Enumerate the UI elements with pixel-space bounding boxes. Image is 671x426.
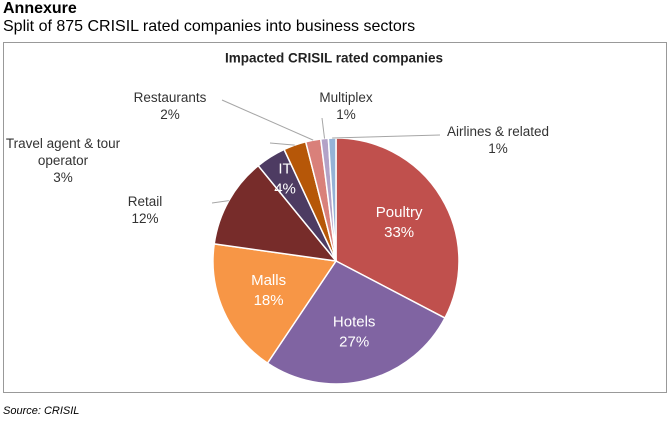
chart-frame	[3, 42, 667, 393]
leader-line	[332, 134, 441, 139]
value-label: 4%	[274, 181, 296, 198]
pie-slice	[212, 242, 338, 365]
value-label: 18%	[254, 292, 284, 309]
value-label: 33%	[384, 224, 414, 241]
value-label: 12%	[131, 211, 159, 226]
subheading: Split of 875 CRISIL rated companies into…	[3, 18, 416, 35]
outside-label: Travel agent & tour operator 3%	[3, 135, 123, 186]
slice-label: Hotels	[333, 313, 376, 330]
leader-line	[321, 117, 326, 139]
value-label: 2%	[160, 107, 180, 122]
slice-label: Travel agent & tour operator	[5, 136, 121, 168]
leader-line	[211, 200, 229, 204]
value-label: 1%	[336, 107, 356, 122]
value-label: 3%	[53, 170, 73, 185]
source: Source: CRISIL	[3, 405, 80, 417]
chart-title: Impacted CRISIL rated companies	[225, 51, 443, 66]
heading: Annexure	[3, 0, 77, 17]
value-label: 1%	[488, 141, 508, 156]
slice-label: Restaurants	[133, 90, 207, 105]
slice-label: Poultry	[376, 204, 423, 221]
slice-label: Airlines & related	[446, 124, 550, 139]
slice-label: Retail	[127, 194, 163, 209]
outside-label: Multiplex 1%	[286, 89, 406, 123]
outside-label: Retail 12%	[85, 193, 205, 227]
value-label: 27%	[339, 333, 369, 350]
leader-line	[221, 99, 314, 141]
slice-label: IT	[278, 161, 291, 178]
slice-label: Multiplex	[319, 90, 373, 105]
pie-slice	[335, 137, 460, 320]
pie-slice	[266, 260, 446, 385]
slice-label: Malls	[251, 272, 286, 289]
leader-line	[269, 142, 295, 146]
outside-label: Restaurants 2%	[110, 89, 230, 123]
outside-label: Airlines & related 1%	[438, 123, 558, 157]
